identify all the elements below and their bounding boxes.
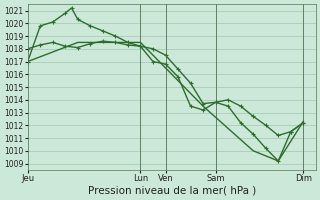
X-axis label: Pression niveau de la mer( hPa ): Pression niveau de la mer( hPa ) xyxy=(88,186,256,196)
